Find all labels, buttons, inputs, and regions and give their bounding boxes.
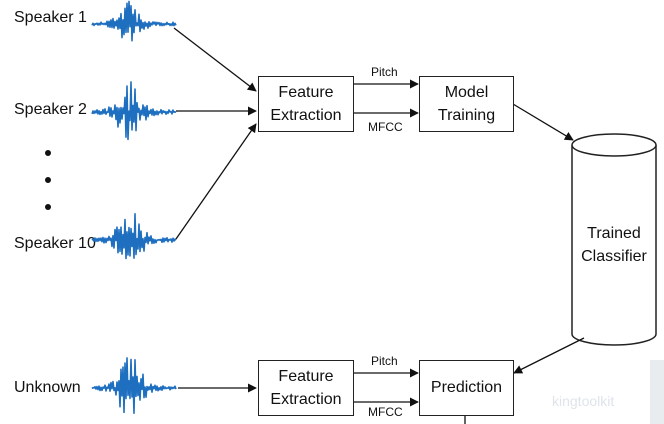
trained-classifier-line2: Classifier [581,248,647,266]
ellipsis-dot-1 [45,150,51,156]
watermark-text: kingtoolkit [552,393,615,409]
feature-extraction-bottom-line2: Extraction [270,391,342,408]
mfcc-label-bottom: MFCC [368,405,403,419]
speaker-2-waveform [91,81,177,141]
mfcc-label-top: MFCC [368,120,403,134]
speaker-1-waveform [91,0,177,42]
arrow-model-to-classifier [512,103,574,141]
feature-extraction-top-line2: Extraction [270,107,342,124]
speaker-10-waveform [91,213,177,260]
prediction-box: Prediction [419,360,514,416]
arrow-speaker1-to-fe [173,27,257,92]
trained-classifier-cylinder [571,133,657,346]
pitch-label-bottom: Pitch [371,354,398,368]
side-strip [650,360,664,424]
arrow-classifier-to-prediction [513,337,585,374]
feature-extraction-box-bottom: Feature Extraction [258,360,354,416]
unknown-waveform [91,357,177,414]
speaker-1-label: Speaker 1 [14,9,87,26]
ellipsis-dot-2 [45,177,51,183]
unknown-label: Unknown [14,379,81,396]
pitch-label-top: Pitch [371,65,398,79]
trained-classifier-label: Trained Classifier [572,222,656,268]
feature-extraction-top-line1: Feature [278,83,334,101]
speaker-2-label: Speaker 2 [14,101,87,118]
trained-classifier-line1: Trained [587,225,641,242]
feature-extraction-box-top: Feature Extraction [258,76,354,132]
model-training-line1: Model [444,83,489,101]
ellipsis-dot-3 [45,204,51,210]
feature-extraction-bottom-line1: Feature [278,367,334,385]
model-training-line2: Training [437,107,496,124]
prediction-label: Prediction [430,379,503,397]
speaker-10-label: Speaker 10 [14,235,96,252]
arrow-speaker10-to-fe [175,123,257,240]
model-training-box: Model Training [419,76,514,132]
